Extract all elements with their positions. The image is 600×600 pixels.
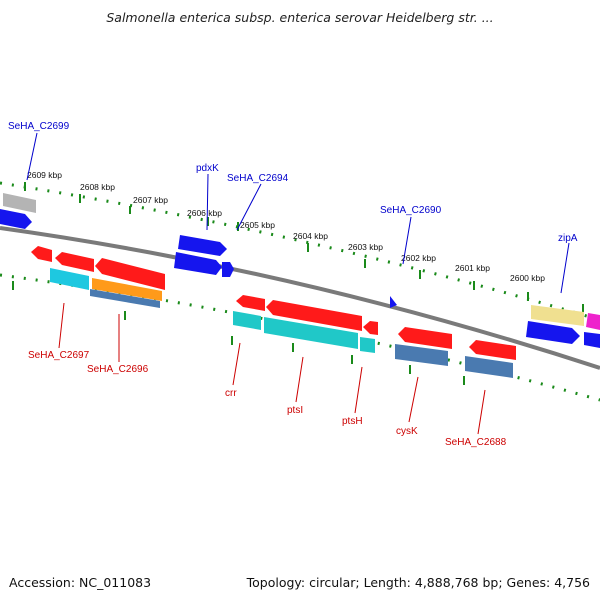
scale-tick-label: 2607 kbp [133,195,168,205]
gene-feature[interactable] [95,258,165,290]
scale-tick-label: 2603 kbp [348,242,383,252]
gene-feature[interactable] [531,305,584,326]
gene-feature[interactable] [266,300,362,331]
forward-tick-row [0,181,600,322]
genome-backbone [0,226,600,370]
accession-text: Accession: NC_011083 [9,575,152,590]
gene-label[interactable]: SeHA_C2697 [28,350,90,361]
reverse-genes [31,246,516,378]
gene-label[interactable]: ptsH [342,416,363,427]
gene-feature[interactable] [363,321,378,335]
scale-tick-label: 2605 kbp [240,220,275,230]
gene-feature[interactable] [178,235,227,256]
gene-label[interactable]: SeHA_C2690 [380,205,442,216]
gene-feature[interactable] [0,209,32,229]
forward-genes [0,193,600,348]
gene-label[interactable]: ptsI [287,405,303,416]
gene-feature[interactable] [264,317,358,349]
gene-feature[interactable] [236,295,265,311]
gene-label[interactable]: SeHA_C2699 [8,121,70,132]
genome-title: Salmonella enterica subsp. enterica sero… [106,10,494,25]
scale-tick-label: 2608 kbp [80,182,115,192]
gene-label[interactable]: pdxK [196,163,219,174]
gene-feature[interactable] [174,252,222,275]
reverse-major-ticks [12,281,465,385]
gene-feature[interactable] [222,262,234,277]
gene-label[interactable]: cysK [396,426,418,437]
gene-feature[interactable] [586,313,600,330]
gene-feature[interactable] [90,289,160,308]
gene-feature[interactable] [398,327,452,349]
gene-label[interactable]: zipA [558,233,578,244]
gene-feature[interactable] [233,311,261,330]
topology-text: Topology: circular; Length: 4,888,768 bp… [246,575,590,590]
gene-feature[interactable] [55,252,94,272]
gene-feature[interactable] [390,296,397,308]
gene-feature[interactable] [465,356,513,378]
scale-tick-label: 2602 kbp [401,253,436,263]
gene-feature[interactable] [360,337,375,353]
gene-feature[interactable] [584,332,600,348]
gene-label[interactable]: SeHA_C2696 [87,364,149,375]
scale-tick-label: 2601 kbp [455,263,490,273]
gene-label[interactable]: SeHA_C2688 [445,437,507,448]
scale-tick-label: 2609 kbp [27,170,62,180]
gene-label[interactable]: SeHA_C2694 [227,173,289,184]
gene-label[interactable]: crr [225,388,237,399]
scale-tick-label: 2600 kbp [510,273,545,283]
scale-tick-label: 2604 kbp [293,231,328,241]
gene-feature[interactable] [526,321,580,344]
gene-feature[interactable] [92,278,162,301]
gene-feature[interactable] [469,340,516,360]
gene-feature[interactable] [395,344,448,366]
scale-tick-label: 2606 kbp [187,208,222,218]
major-ticks [24,182,584,313]
gene-feature[interactable] [50,268,89,290]
label-leaders [26,132,570,435]
gene-feature[interactable] [31,246,52,262]
gene-feature[interactable] [3,193,36,213]
